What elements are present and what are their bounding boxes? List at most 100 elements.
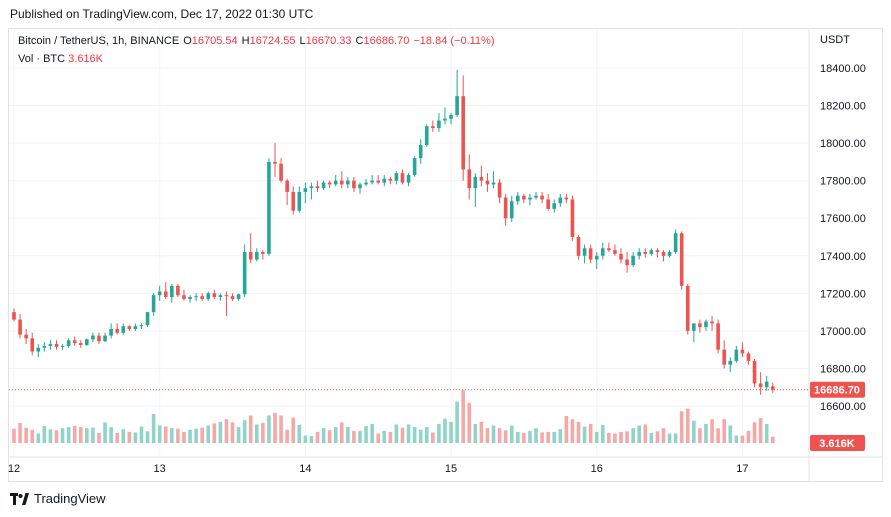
x-tick-label: 15 <box>445 463 457 475</box>
candle-body <box>382 178 387 183</box>
candle-body <box>133 326 138 330</box>
candle-body <box>212 293 217 298</box>
candle-body <box>424 126 429 145</box>
candle-body <box>236 294 241 299</box>
volume-bar <box>770 436 775 443</box>
volume-bar <box>321 428 326 443</box>
volume-bar <box>479 421 484 443</box>
candle-body <box>637 252 642 256</box>
volume-bar <box>698 428 702 443</box>
candle-body <box>449 114 453 119</box>
candle-body <box>127 326 132 330</box>
candle-body <box>303 188 308 192</box>
volume-bar <box>346 427 350 443</box>
volume-bar <box>358 430 362 443</box>
candle-body <box>242 252 247 295</box>
candle-body <box>485 180 490 185</box>
candle-body <box>60 345 65 347</box>
candle-body <box>600 248 605 256</box>
volume-bar <box>406 424 411 443</box>
volume-bar <box>431 432 435 443</box>
volume-bar <box>115 432 119 443</box>
candle-body <box>352 180 356 189</box>
candle-body <box>273 161 277 164</box>
volume-bar <box>570 419 575 443</box>
volume-bar <box>485 428 490 443</box>
candle-body <box>163 291 168 298</box>
candle-body <box>139 325 144 327</box>
volume-bar <box>582 426 587 443</box>
volume-bar <box>42 426 47 443</box>
candle-body <box>455 96 459 115</box>
candle-body <box>564 197 569 200</box>
last-price-line: 16686.70 3.616K <box>9 381 865 451</box>
candle-body <box>248 252 253 260</box>
candle-body <box>503 197 508 219</box>
volume-bar <box>728 425 733 443</box>
volume-bar <box>522 432 526 443</box>
volume-label: Vol · BTC <box>18 53 66 65</box>
volume-bar <box>352 430 356 443</box>
price-unit: USDT <box>820 34 850 46</box>
volume-bar <box>212 423 217 443</box>
volume-bar <box>72 426 77 443</box>
y-tick-label: 16600.00 <box>820 401 866 413</box>
candle-body <box>109 329 113 336</box>
candle-body <box>540 195 544 200</box>
volume-bar <box>388 431 393 443</box>
volume-bar <box>91 427 95 443</box>
candle-body <box>261 252 265 254</box>
y-tick-label: 17200.00 <box>820 288 866 300</box>
candle-body <box>218 295 223 298</box>
y-tick-label: 16800.00 <box>820 363 866 375</box>
volume-bar <box>382 430 387 443</box>
candle-body <box>394 173 399 181</box>
volume-bar <box>692 420 696 443</box>
candle-body <box>255 252 259 260</box>
volume-legend: Vol · BTC 3.616K <box>18 53 103 65</box>
high-value: 16724.55 <box>249 35 296 47</box>
volume-bar <box>418 429 423 443</box>
volume-bar <box>394 424 399 443</box>
candle-body <box>509 201 514 219</box>
tradingview-brand[interactable]: TradingView <box>10 491 106 506</box>
chart-frame[interactable] <box>8 28 883 482</box>
candle-body <box>66 340 71 346</box>
volume-bar <box>619 431 623 443</box>
candle-body <box>200 296 204 299</box>
volume-bar <box>170 428 174 443</box>
candle-body <box>54 344 59 347</box>
candle-body <box>722 349 726 365</box>
volume-bar <box>400 427 405 443</box>
volume-bar <box>279 415 283 443</box>
volume-bar <box>163 426 168 443</box>
candle-body <box>145 312 150 326</box>
axes: 16600.00 16800.00 17000.00 17200.00 17400.00… <box>8 29 883 481</box>
candle-body <box>746 353 751 361</box>
candles <box>12 69 775 395</box>
candle-body <box>12 312 16 320</box>
candle-body <box>582 248 587 256</box>
volume-bar <box>97 432 101 443</box>
volume-bar <box>109 427 113 443</box>
candle-body <box>418 144 423 159</box>
volume-bar <box>54 430 59 443</box>
last-volume-tag <box>810 435 865 451</box>
symbol-name: Bitcoin / TetherUS, 1h, BINANCE <box>18 35 180 47</box>
candle-body <box>679 233 684 286</box>
published-caption: Published on TradingView.com, Dec 17, 20… <box>10 7 314 21</box>
volume-bar <box>552 431 557 443</box>
volume-bar <box>151 413 156 443</box>
y-tick-label: 17000.00 <box>820 326 866 338</box>
candle-body <box>770 386 775 390</box>
volume-bar <box>133 432 138 443</box>
candle-body <box>400 173 405 183</box>
candle-body <box>764 381 769 388</box>
x-tick-label: 17 <box>736 463 748 475</box>
candle-body <box>42 345 47 348</box>
volume-bar <box>613 433 617 443</box>
volume-bar <box>78 427 83 443</box>
candle-body <box>206 293 211 299</box>
candle-body <box>194 296 198 298</box>
